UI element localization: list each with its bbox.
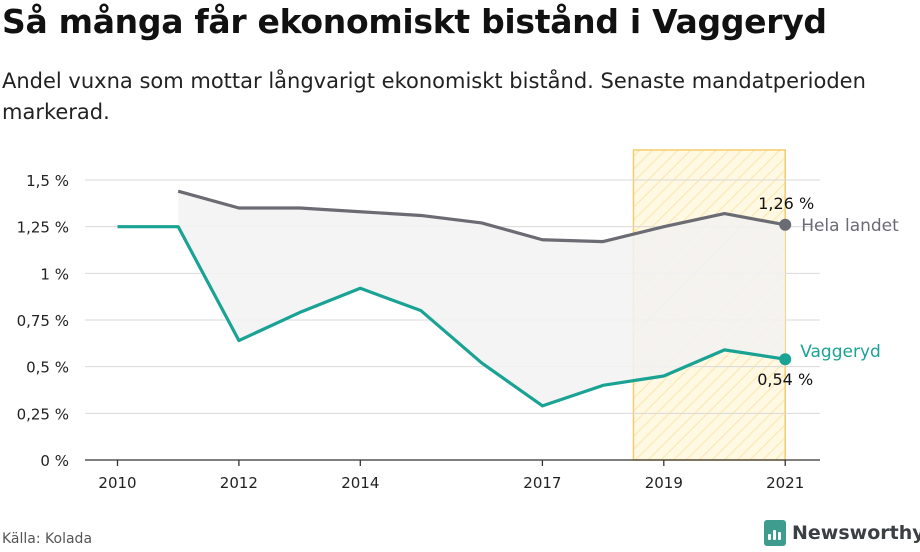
y-tick-label: 0,5 % [26, 359, 69, 377]
brand-logo: Newsworthy [764, 520, 920, 546]
y-tick-label: 1,25 % [17, 219, 69, 237]
gap-area [178, 191, 786, 406]
x-tick-label: 2010 [98, 474, 136, 492]
vaggeryd-line [117, 225, 786, 408]
vaggeryd-end-marker [779, 353, 792, 366]
chart-subtitle: Andel vuxna som mottar långvarigt ekonom… [2, 69, 866, 124]
x-tick-label: 2012 [220, 474, 258, 492]
value-label-hela-landet: 1,26 % [758, 194, 814, 213]
y-tick-label: 0,25 % [17, 405, 69, 423]
brand-name: Newsworthy [792, 522, 920, 544]
chart-title: Så många får ekonomiskt bistånd i Vagger… [2, 2, 827, 41]
source-note: Källa: Kolada [2, 531, 93, 547]
y-tick-label: 1 % [40, 265, 69, 283]
x-tick-label: 2017 [523, 474, 561, 492]
newsworthy-logo-icon [764, 520, 786, 546]
series-label-vaggeryd: Vaggeryd [800, 342, 881, 362]
hela-landet-end-marker [779, 218, 792, 231]
value-label-vaggeryd: 0,54 % [757, 370, 813, 389]
y-tick-label: 0,75 % [17, 312, 69, 330]
x-tick-label: 2019 [645, 474, 683, 492]
x-tick-label: 2014 [341, 474, 379, 492]
y-tick-label: 0 % [40, 452, 69, 470]
x-tick-label: 2021 [766, 474, 804, 492]
y-tick-label: 1,5 % [26, 172, 69, 190]
series-label-hela-landet: Hela landet [801, 216, 899, 236]
